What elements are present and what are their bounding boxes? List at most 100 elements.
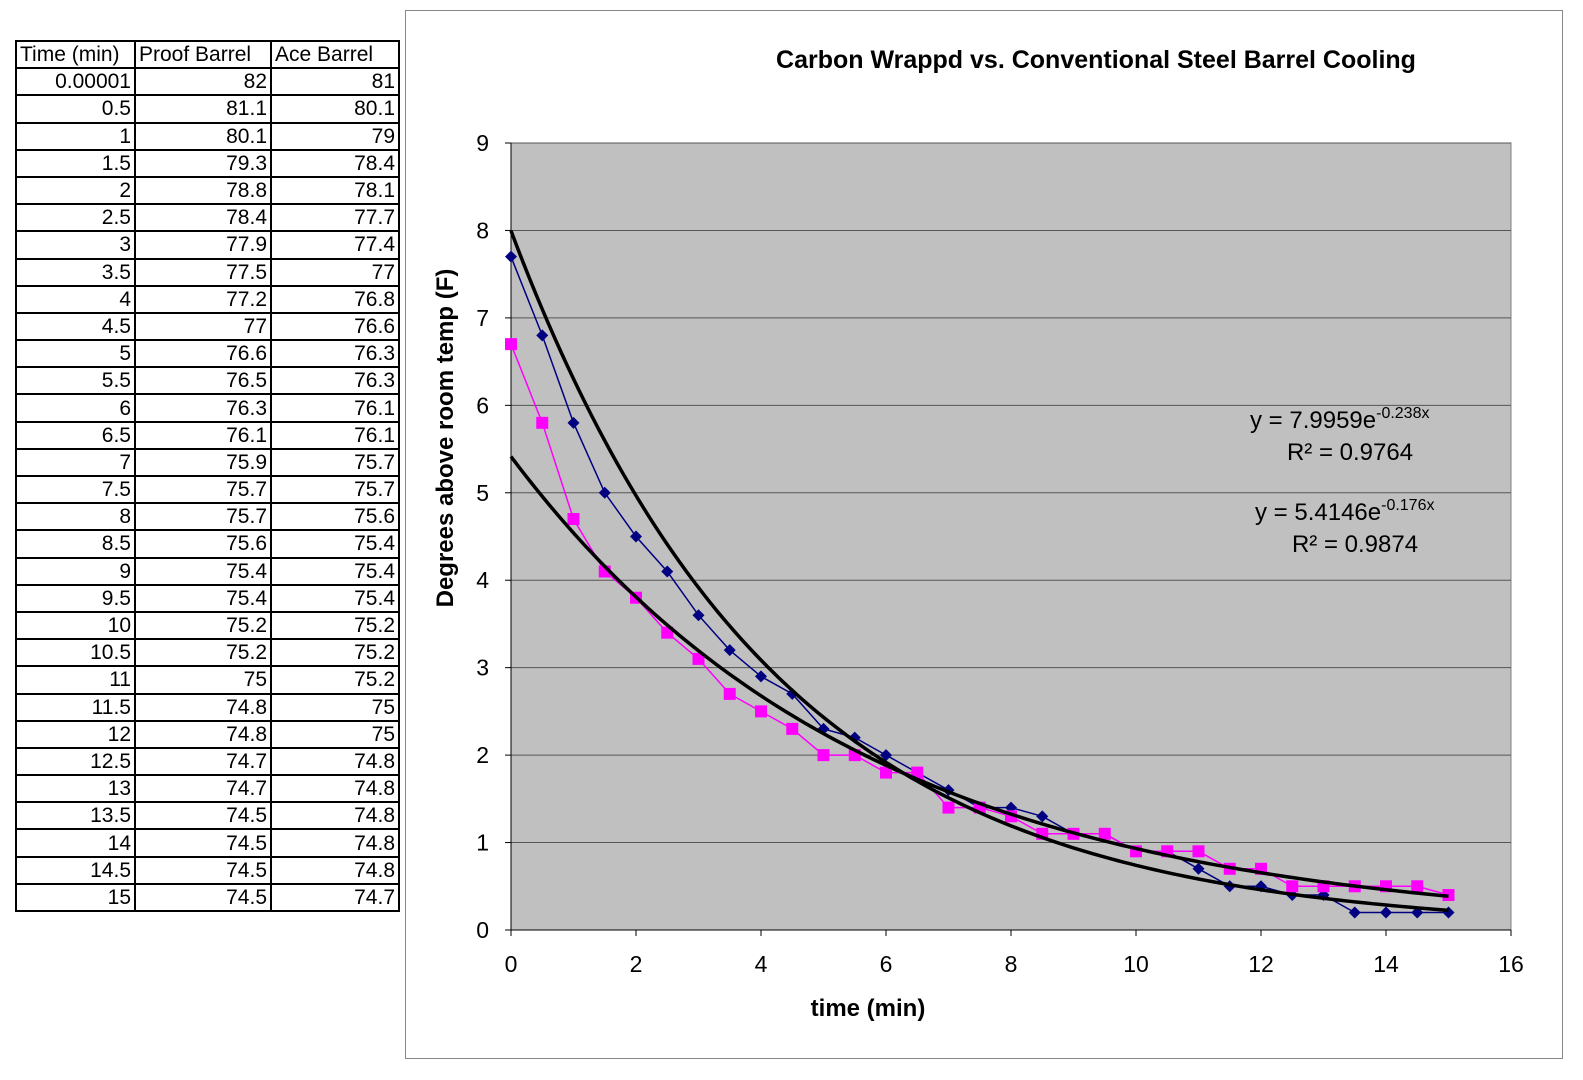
table-cell[interactable]: 75.4 xyxy=(134,583,272,613)
table-cell[interactable]: 6 xyxy=(15,393,136,423)
table-cell[interactable]: 74.7 xyxy=(134,746,272,777)
table-cell[interactable]: 75 xyxy=(270,692,400,722)
table-cell[interactable]: 75.6 xyxy=(270,502,400,532)
table-cell[interactable]: 1.5 xyxy=(15,148,136,178)
table-cell[interactable]: 75.4 xyxy=(270,529,400,559)
table-cell[interactable]: 74.8 xyxy=(134,719,272,749)
table-cell[interactable]: 3.5 xyxy=(15,257,136,287)
table-cell[interactable]: 8.5 xyxy=(15,529,136,559)
table-cell[interactable]: 0.00001 xyxy=(15,67,136,97)
table-cell[interactable]: 77.2 xyxy=(134,284,272,314)
table-cell[interactable]: 75 xyxy=(270,719,400,749)
table-cell[interactable]: 75.4 xyxy=(270,556,400,586)
table-cell[interactable]: 74.5 xyxy=(134,828,272,858)
table-cell[interactable]: 76.1 xyxy=(270,420,400,450)
table-cell[interactable]: 76.5 xyxy=(134,366,272,396)
table-cell[interactable]: 76.1 xyxy=(270,393,400,423)
table-cell[interactable]: 74.5 xyxy=(134,882,272,913)
table-cell[interactable]: 74.5 xyxy=(134,855,272,885)
table-cell[interactable]: 75.7 xyxy=(270,447,400,478)
table-cell[interactable]: 3 xyxy=(15,230,136,260)
table-cell[interactable]: 13.5 xyxy=(15,801,136,831)
table-cell[interactable]: 10 xyxy=(15,610,136,641)
table-cell[interactable]: 77.4 xyxy=(270,230,400,260)
table-cell[interactable]: 76.3 xyxy=(134,393,272,423)
table-cell[interactable]: 74.8 xyxy=(270,828,400,858)
table-cell[interactable]: 13 xyxy=(15,774,136,804)
table-cell[interactable]: 75.2 xyxy=(270,638,400,668)
y-axis-label: Degrees above room temp (F) xyxy=(432,269,459,608)
data-point-square xyxy=(692,652,705,665)
table-cell[interactable]: 77 xyxy=(270,257,400,287)
table-cell[interactable]: 5.5 xyxy=(15,366,136,396)
table-cell[interactable]: 14 xyxy=(15,828,136,858)
table-cell[interactable]: 80.1 xyxy=(134,121,272,151)
table-cell[interactable]: 12 xyxy=(15,719,136,749)
table-cell[interactable]: 74.8 xyxy=(270,774,400,804)
table-cell[interactable]: 81 xyxy=(270,67,400,97)
table-cell[interactable]: 4.5 xyxy=(15,311,136,342)
table-cell[interactable]: 75.7 xyxy=(270,474,400,505)
table-cell[interactable]: 75.4 xyxy=(270,583,400,613)
table-cell[interactable]: 74.7 xyxy=(134,774,272,804)
table-cell[interactable]: 7 xyxy=(15,447,136,478)
table-cell[interactable]: 77.5 xyxy=(134,257,272,287)
table-cell[interactable]: 6.5 xyxy=(15,420,136,450)
table-cell[interactable]: 75.7 xyxy=(134,474,272,505)
table-cell[interactable]: 5 xyxy=(15,339,136,369)
column-header[interactable]: Ace Barrel xyxy=(270,39,400,70)
table-cell[interactable]: 76.6 xyxy=(270,311,400,342)
table-cell[interactable]: 75.9 xyxy=(134,447,272,478)
table-cell[interactable]: 74.7 xyxy=(270,882,400,913)
table-cell[interactable]: 76.8 xyxy=(270,284,400,314)
column-header[interactable]: Proof Barrel xyxy=(134,39,272,70)
table-cell[interactable]: 75 xyxy=(134,665,272,695)
table-cell[interactable]: 77 xyxy=(134,311,272,342)
table-cell[interactable]: 77.7 xyxy=(270,203,400,233)
table-cell[interactable]: 15 xyxy=(15,882,136,913)
table-cell[interactable]: 79 xyxy=(270,121,400,151)
table-cell[interactable]: 76.3 xyxy=(270,339,400,369)
table-cell[interactable]: 10.5 xyxy=(15,638,136,668)
table-cell[interactable]: 11.5 xyxy=(15,692,136,722)
table-cell[interactable]: 76.1 xyxy=(134,420,272,450)
table-cell[interactable]: 2 xyxy=(15,175,136,206)
table-cell[interactable]: 74.8 xyxy=(270,801,400,831)
table-cell[interactable]: 4 xyxy=(15,284,136,314)
table-cell[interactable]: 78.4 xyxy=(134,203,272,233)
table-cell[interactable]: 75.2 xyxy=(270,610,400,641)
table-cell[interactable]: 76.6 xyxy=(134,339,272,369)
table-cell[interactable]: 75.4 xyxy=(134,556,272,586)
table-cell[interactable]: 74.8 xyxy=(270,855,400,885)
table-cell[interactable]: 78.8 xyxy=(134,175,272,206)
table-cell[interactable]: 75.2 xyxy=(270,665,400,695)
table-cell[interactable]: 11 xyxy=(15,665,136,695)
table-cell[interactable]: 7.5 xyxy=(15,474,136,505)
data-point-square xyxy=(942,801,955,814)
table-cell[interactable]: 12.5 xyxy=(15,746,136,777)
table-cell[interactable]: 78.4 xyxy=(270,148,400,178)
data-table: Time (min) Proof Barrel Ace Barrel 0.00001 8… xyxy=(15,39,400,913)
table-cell[interactable]: 75.6 xyxy=(134,529,272,559)
table-cell[interactable]: 79.3 xyxy=(134,148,272,178)
table-cell[interactable]: 82 xyxy=(134,67,272,97)
table-cell[interactable]: 14.5 xyxy=(15,855,136,885)
table-cell[interactable]: 81.1 xyxy=(134,94,272,124)
table-cell[interactable]: 75.7 xyxy=(134,502,272,532)
table-cell[interactable]: 0.5 xyxy=(15,94,136,124)
table-cell[interactable]: 78.1 xyxy=(270,175,400,206)
table-cell[interactable]: 76.3 xyxy=(270,366,400,396)
table-cell[interactable]: 9 xyxy=(15,556,136,586)
table-cell[interactable]: 1 xyxy=(15,121,136,151)
table-cell[interactable]: 75.2 xyxy=(134,610,272,641)
table-cell[interactable]: 77.9 xyxy=(134,230,272,260)
column-header[interactable]: Time (min) xyxy=(15,39,136,70)
table-cell[interactable]: 9.5 xyxy=(15,583,136,613)
table-cell[interactable]: 75.2 xyxy=(134,638,272,668)
table-cell[interactable]: 74.8 xyxy=(270,746,400,777)
table-cell[interactable]: 2.5 xyxy=(15,203,136,233)
table-cell[interactable]: 80.1 xyxy=(270,94,400,124)
table-cell[interactable]: 74.5 xyxy=(134,801,272,831)
table-cell[interactable]: 8 xyxy=(15,502,136,532)
table-cell[interactable]: 74.8 xyxy=(134,692,272,722)
